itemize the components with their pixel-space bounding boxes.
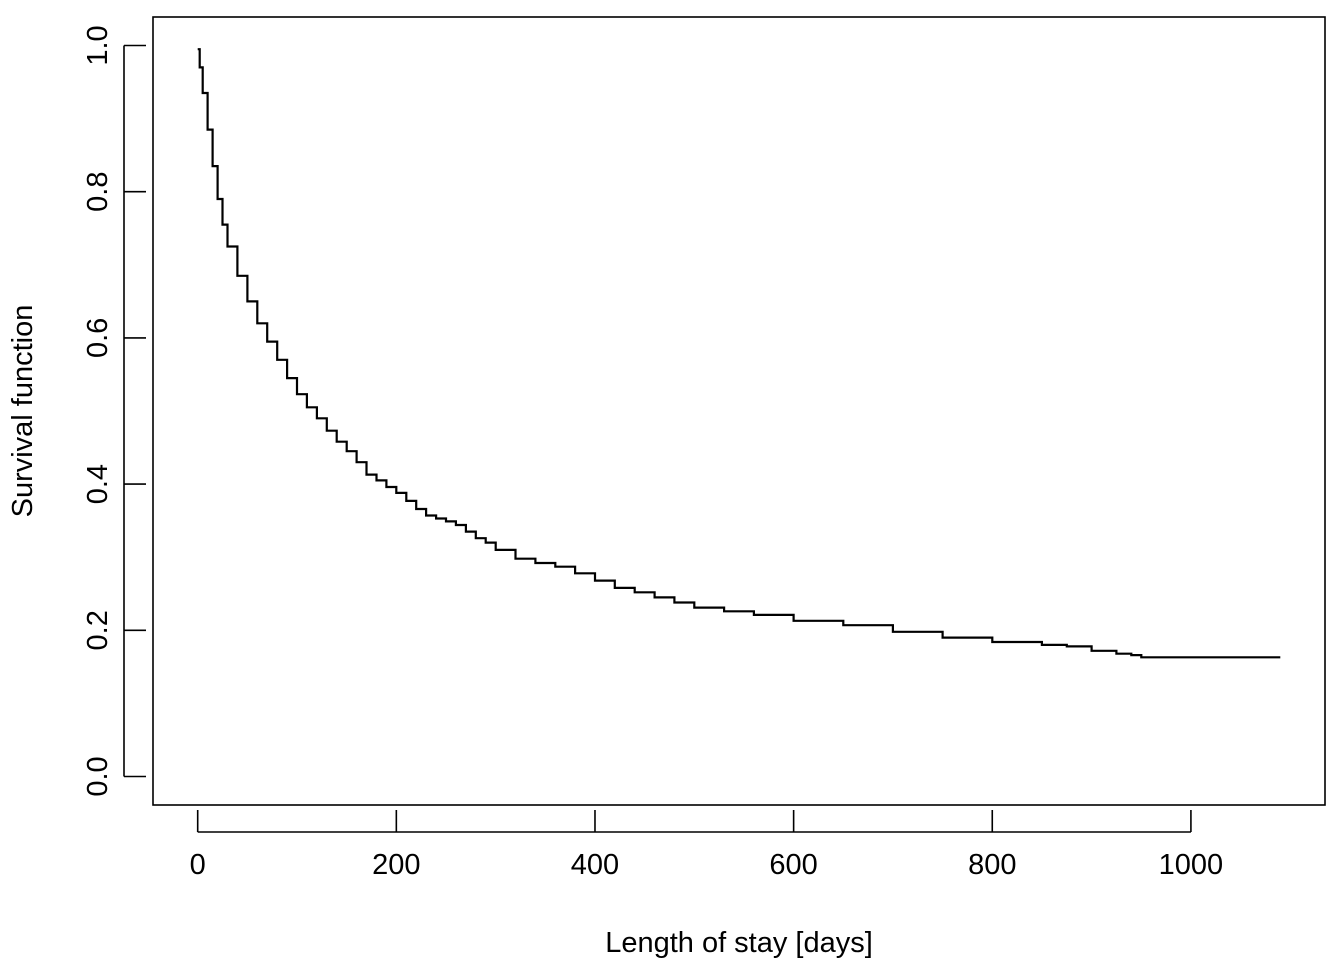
y-tick-label: 0.0 — [82, 756, 114, 796]
x-tick-label: 400 — [571, 849, 619, 881]
survival-curve — [197, 48, 1281, 659]
y-axis: 0.0 0.2 0.4 0.6 0.8 1.0 — [82, 25, 146, 797]
x-tick-label: 600 — [769, 849, 817, 881]
y-tick-label: 0.8 — [82, 172, 114, 212]
x-axis: 0 200 400 600 800 1000 — [190, 810, 1224, 881]
x-tick-label: 1000 — [1159, 849, 1224, 881]
y-tick-label: 0.4 — [82, 464, 114, 504]
y-tick-label: 0.2 — [82, 610, 114, 650]
plot-frame — [152, 16, 1326, 806]
x-tick-label: 800 — [968, 849, 1016, 881]
y-axis-title: Survival function — [7, 305, 39, 518]
y-tick-label: 1.0 — [82, 25, 114, 65]
x-tick-label: 0 — [190, 849, 206, 881]
x-tick-label: 200 — [372, 849, 420, 881]
x-axis-title: Length of stay [days] — [605, 927, 873, 959]
series-layer — [197, 48, 1281, 659]
y-tick-label: 0.6 — [82, 318, 114, 358]
